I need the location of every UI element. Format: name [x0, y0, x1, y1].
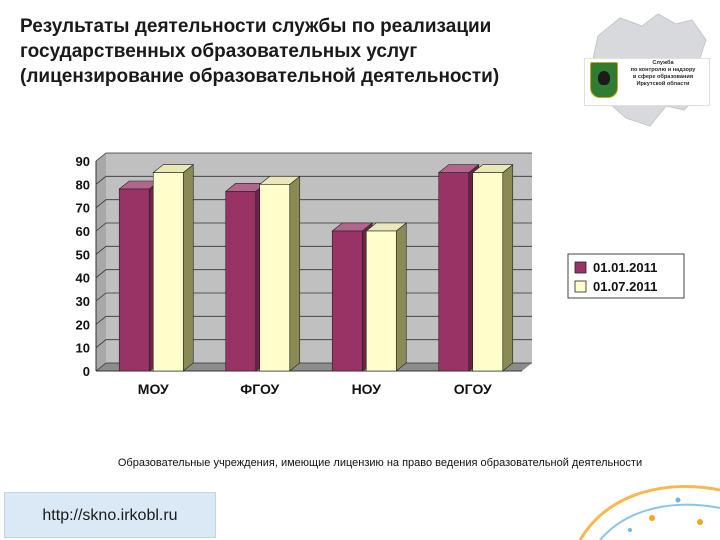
y-tick-label: 70 [76, 201, 90, 216]
gridline [95, 175, 532, 185]
y-tick-label: 40 [76, 271, 90, 286]
bar-01.07.2011-ФГОУ-side [289, 175, 301, 372]
y-tick-label: 20 [76, 317, 90, 332]
x-tick-label: ФГОУ [240, 381, 279, 397]
agency-name: Служба по контролю и надзору в сфере обр… [630, 60, 696, 87]
chart-side-wall [96, 153, 106, 371]
x-tick-label: МОУ [138, 381, 169, 397]
chart-caption: Образовательные учреждения, имеющие лице… [117, 457, 643, 469]
title-line-3: (лицензирование образовательной деятельн… [20, 66, 500, 87]
title-line-1: Результаты деятельности службы по реализ… [20, 16, 492, 37]
legend-label: 01.07.2011 [593, 279, 657, 294]
y-tick-label: 80 [76, 177, 90, 192]
chart-floor [96, 363, 532, 371]
bar-01.01.2011-НОУ [331, 230, 363, 372]
title-line-2: государственных образовательных услуг [20, 41, 418, 62]
y-tick-label: 90 [76, 154, 90, 169]
coat-of-arms-icon [590, 62, 618, 98]
legend-label: 01.01.2011 [593, 260, 657, 275]
bar-01.07.2011-НОУ-side [395, 222, 407, 372]
bar-01.07.2011-МОУ [152, 172, 184, 372]
bar-01.07.2011-ОГОУ [472, 172, 504, 372]
y-tick-label: 60 [76, 224, 90, 239]
legend-swatch [574, 261, 587, 274]
bar-01.01.2011-ОГОУ [438, 172, 470, 372]
bar-01.07.2011-НОУ [365, 230, 397, 372]
legend-box [567, 253, 685, 299]
url-box: http://skno.irkobl.ru [4, 492, 216, 538]
y-tick-label: 30 [76, 294, 90, 309]
gridline [95, 152, 532, 162]
decorative-swirl [578, 485, 720, 540]
chart-back-wall [106, 153, 532, 363]
bar-01.07.2011-ОГОУ-side [502, 164, 514, 372]
legend-swatch [574, 280, 587, 293]
y-tick-label: 50 [76, 247, 90, 262]
bar-01.07.2011-МОУ-side [182, 164, 194, 372]
bar-01.01.2011-ФГОУ [225, 191, 257, 372]
bar-01.01.2011-МОУ [118, 188, 150, 372]
x-tick-label: НОУ [352, 381, 382, 397]
y-tick-label: 10 [76, 341, 90, 356]
bar-01.07.2011-ФГОУ [259, 184, 291, 372]
site-url[interactable]: http://skno.irkobl.ru [42, 507, 178, 524]
bar-chart: 0 10 20 30 40 50 60 70 80 90 МОУ ФГОУ НОУ ОГОУ 01.01.2… [76, 152, 685, 397]
slide-title: Результаты деятельности службы по реализ… [20, 14, 580, 89]
x-tick-label: ОГОУ [454, 381, 492, 397]
y-tick-label: 0 [83, 364, 90, 379]
gridline [95, 199, 532, 208]
